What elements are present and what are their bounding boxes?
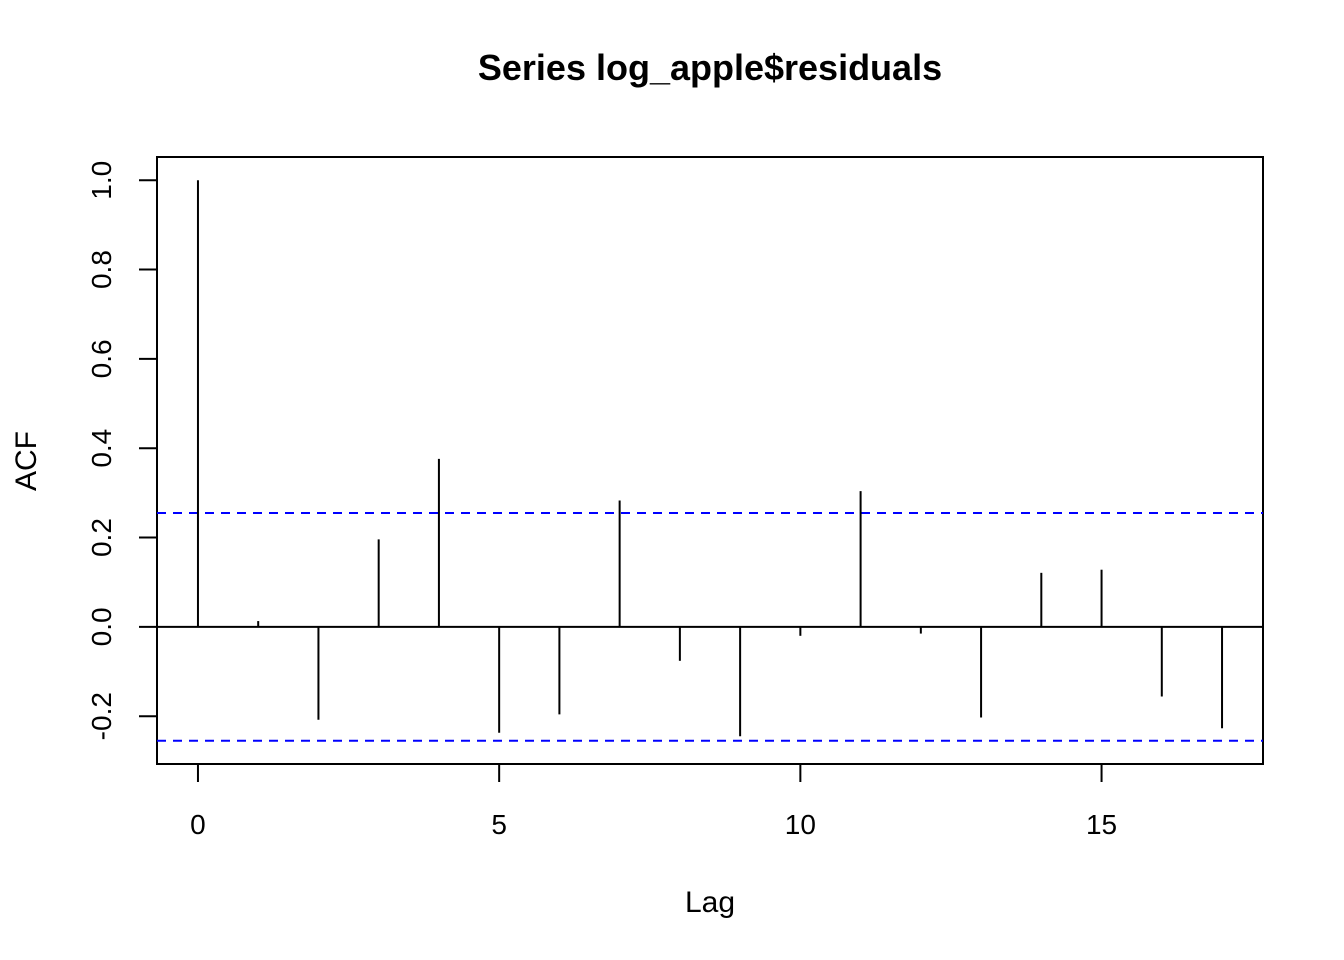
y-axis-label: ACF <box>10 431 43 491</box>
x-tick-label: 0 <box>190 809 206 840</box>
y-tick-label: 0.8 <box>86 250 117 289</box>
y-tick-label: 0.0 <box>86 607 117 646</box>
x-tick-label: 15 <box>1086 809 1117 840</box>
x-axis-label: Lag <box>685 886 735 919</box>
plot-area <box>157 180 1263 742</box>
x-axis: 0 5 10 15 <box>190 764 1117 840</box>
y-tick-label: 0.4 <box>86 429 117 468</box>
y-tick-label: 0.2 <box>86 518 117 557</box>
y-tick-label: 1.0 <box>86 161 117 200</box>
plot-frame <box>156 156 1264 765</box>
x-tick-label: 5 <box>491 809 507 840</box>
y-axis: -0.2 0.0 0.2 0.4 0.6 0.8 1.0 <box>86 161 157 740</box>
chart-title: Series log_apple$residuals <box>478 47 942 88</box>
y-tick-label: -0.2 <box>86 692 117 740</box>
x-tick-label: 10 <box>785 809 816 840</box>
y-tick-label: 0.6 <box>86 339 117 378</box>
